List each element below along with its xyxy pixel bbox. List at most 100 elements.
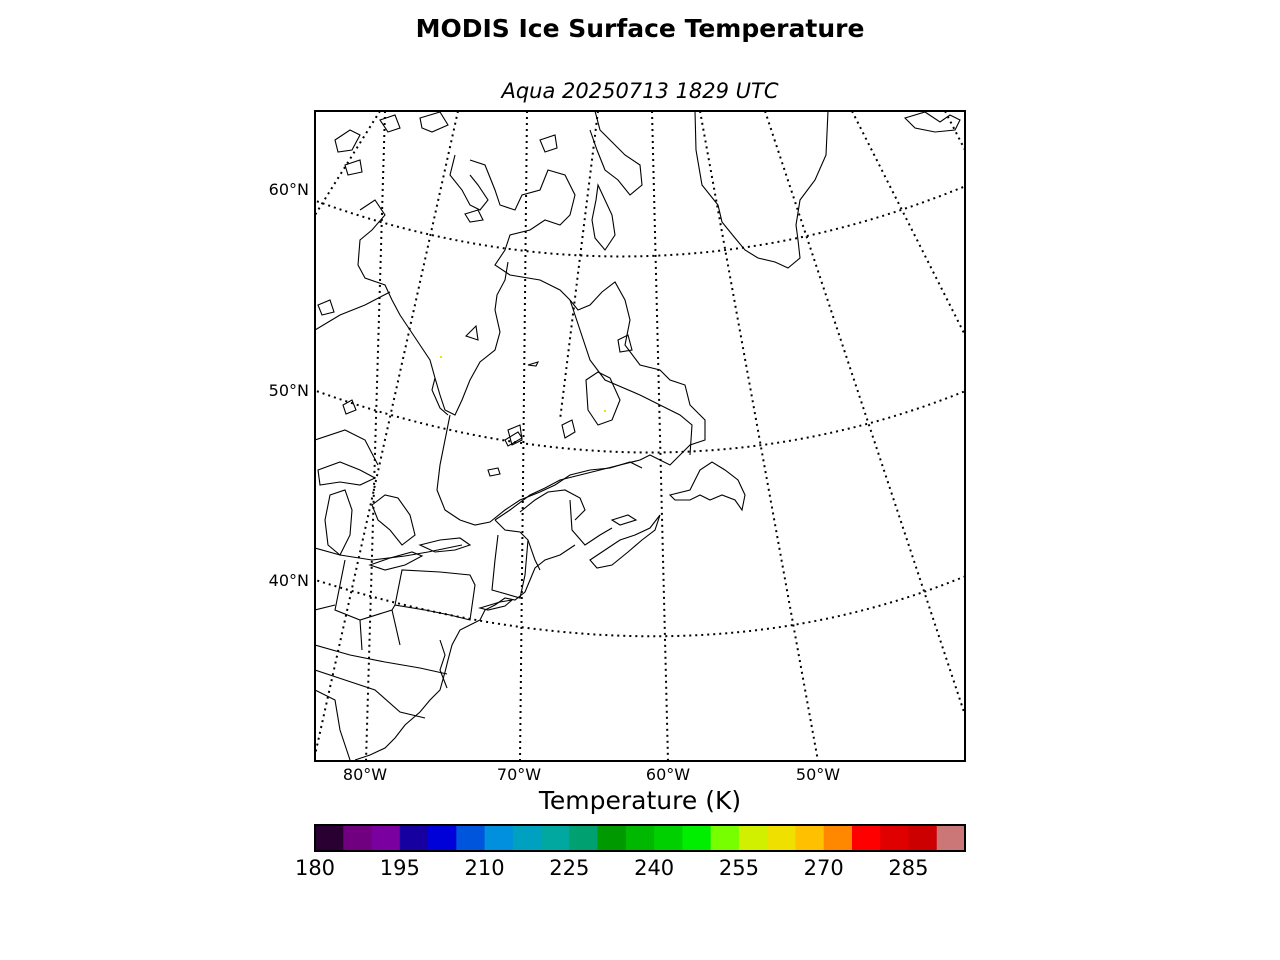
coast-arctic-5 bbox=[317, 299, 335, 316]
coast-arctic-4 bbox=[419, 111, 449, 133]
colorbar-swatch bbox=[343, 825, 373, 851]
coastlines bbox=[317, 111, 961, 761]
colorbar-swatch bbox=[710, 825, 740, 851]
border-us-canada-west bbox=[315, 544, 463, 561]
border-quebec-labrador bbox=[569, 299, 693, 456]
coast-long-island bbox=[477, 599, 514, 611]
chart-subtitle: Aqua 20250713 1829 UTC bbox=[501, 79, 779, 103]
colorbar bbox=[314, 824, 966, 852]
colorbar-swatch bbox=[851, 825, 881, 851]
coast-island-7 bbox=[507, 424, 523, 446]
coast-island-3 bbox=[487, 467, 501, 477]
coast-island-2 bbox=[527, 361, 540, 367]
colorbar-swatch bbox=[682, 825, 712, 851]
political-borders bbox=[315, 291, 693, 761]
lon-label-60w: 60°W bbox=[645, 765, 691, 784]
meridian-40w bbox=[764, 111, 965, 716]
coast-new-brunswick bbox=[569, 499, 613, 546]
colorbar-swatch bbox=[738, 825, 768, 851]
map-frame bbox=[314, 110, 966, 762]
border-hudson-west bbox=[315, 429, 379, 466]
colorbar-tick-label: 255 bbox=[718, 856, 759, 880]
colorbar-frame bbox=[314, 824, 966, 852]
meridian-50w bbox=[699, 111, 819, 761]
coast-gaspe bbox=[519, 489, 586, 521]
coast-island-1 bbox=[464, 209, 484, 223]
coast-island-4 bbox=[342, 399, 357, 415]
coast-belcher bbox=[464, 324, 479, 341]
colorbar-swatch bbox=[908, 825, 938, 851]
colorbar-tick-label: 195 bbox=[379, 856, 420, 880]
coast-st-lawrence bbox=[459, 461, 643, 526]
lat-label-60n: 60°N bbox=[268, 180, 309, 199]
chart-title: MODIS Ice Surface Temperature bbox=[415, 14, 865, 43]
colorbar-swatch bbox=[654, 825, 683, 851]
map-panel bbox=[314, 110, 966, 762]
colorbar-tick-label: 285 bbox=[888, 856, 929, 880]
colorbar-swatch bbox=[625, 825, 655, 851]
border-kentucky-tennessee bbox=[315, 669, 426, 719]
meridian-90w bbox=[315, 230, 316, 266]
coast-pei bbox=[610, 514, 638, 526]
lon-label-50w: 50°W bbox=[795, 765, 841, 784]
border-states-misc bbox=[315, 604, 401, 761]
colorbar-swatch bbox=[880, 825, 909, 851]
colorbar-swatch bbox=[569, 825, 599, 851]
coast-island-8 bbox=[617, 334, 633, 353]
coast-baffin bbox=[589, 111, 643, 196]
parallel-60 bbox=[315, 185, 965, 258]
coast-nova-scotia bbox=[589, 514, 661, 569]
meridian-70w bbox=[519, 111, 528, 761]
border-ohio-pa bbox=[334, 559, 396, 621]
meridian-75w bbox=[315, 111, 459, 756]
coast-labrador bbox=[494, 281, 706, 521]
colorbar-swatch bbox=[315, 825, 344, 851]
colorbar-tick-label: 270 bbox=[803, 856, 844, 880]
border-ontario-quebec bbox=[436, 414, 461, 521]
coast-greenland bbox=[694, 111, 829, 269]
coast-baffin-2 bbox=[591, 183, 616, 251]
border-virginia bbox=[315, 644, 448, 675]
colorbar-swatch bbox=[767, 825, 796, 851]
meridian-60w bbox=[651, 111, 669, 761]
lake-superior bbox=[317, 461, 377, 486]
coast-baffin-3 bbox=[539, 134, 558, 153]
coast-arctic-3 bbox=[379, 114, 401, 133]
coast-chesapeake bbox=[439, 639, 448, 689]
lat-label-40n: 40°N bbox=[268, 571, 309, 590]
border-manitoba-ontario bbox=[315, 291, 391, 331]
colorbar-tick-label: 240 bbox=[634, 856, 675, 880]
colorbar-title: Temperature (K) bbox=[538, 786, 742, 815]
coast-hudson-east bbox=[449, 154, 489, 211]
lake-ontario bbox=[418, 537, 472, 553]
coast-hudson-bay bbox=[357, 199, 509, 416]
lon-label-80w: 80°W bbox=[342, 765, 388, 784]
map-background bbox=[315, 111, 965, 761]
colorbar-swatch bbox=[512, 825, 542, 851]
border-new-york bbox=[394, 569, 476, 621]
coast-arctic-6 bbox=[903, 111, 961, 133]
colorbar-tick-label: 225 bbox=[549, 856, 590, 880]
colorbar-swatch bbox=[597, 825, 627, 851]
lat-label-50n: 50°N bbox=[268, 381, 309, 400]
coast-new-england bbox=[354, 544, 576, 761]
colorbar-swatch bbox=[936, 825, 966, 851]
parallel-50 bbox=[315, 389, 965, 454]
graticule bbox=[315, 111, 965, 761]
meridian-85w bbox=[315, 111, 381, 216]
temp-pixel bbox=[604, 410, 606, 412]
colorbar-swatch bbox=[399, 825, 429, 851]
border-us-canada-east bbox=[494, 519, 541, 571]
colorbar-tick-label: 180 bbox=[294, 856, 336, 880]
lake-huron bbox=[371, 494, 416, 546]
colorbar-tick-label: 210 bbox=[464, 856, 505, 880]
colorbar-swatch bbox=[541, 825, 570, 851]
coast-arctic-1 bbox=[334, 129, 361, 153]
coast-ungava bbox=[469, 159, 576, 301]
colorbar-swatch bbox=[795, 825, 825, 851]
lon-label-70w: 70°W bbox=[496, 765, 542, 784]
meridian-65w bbox=[559, 111, 599, 421]
border-vermont-nh bbox=[491, 534, 529, 599]
temperature-pixels bbox=[440, 356, 606, 412]
